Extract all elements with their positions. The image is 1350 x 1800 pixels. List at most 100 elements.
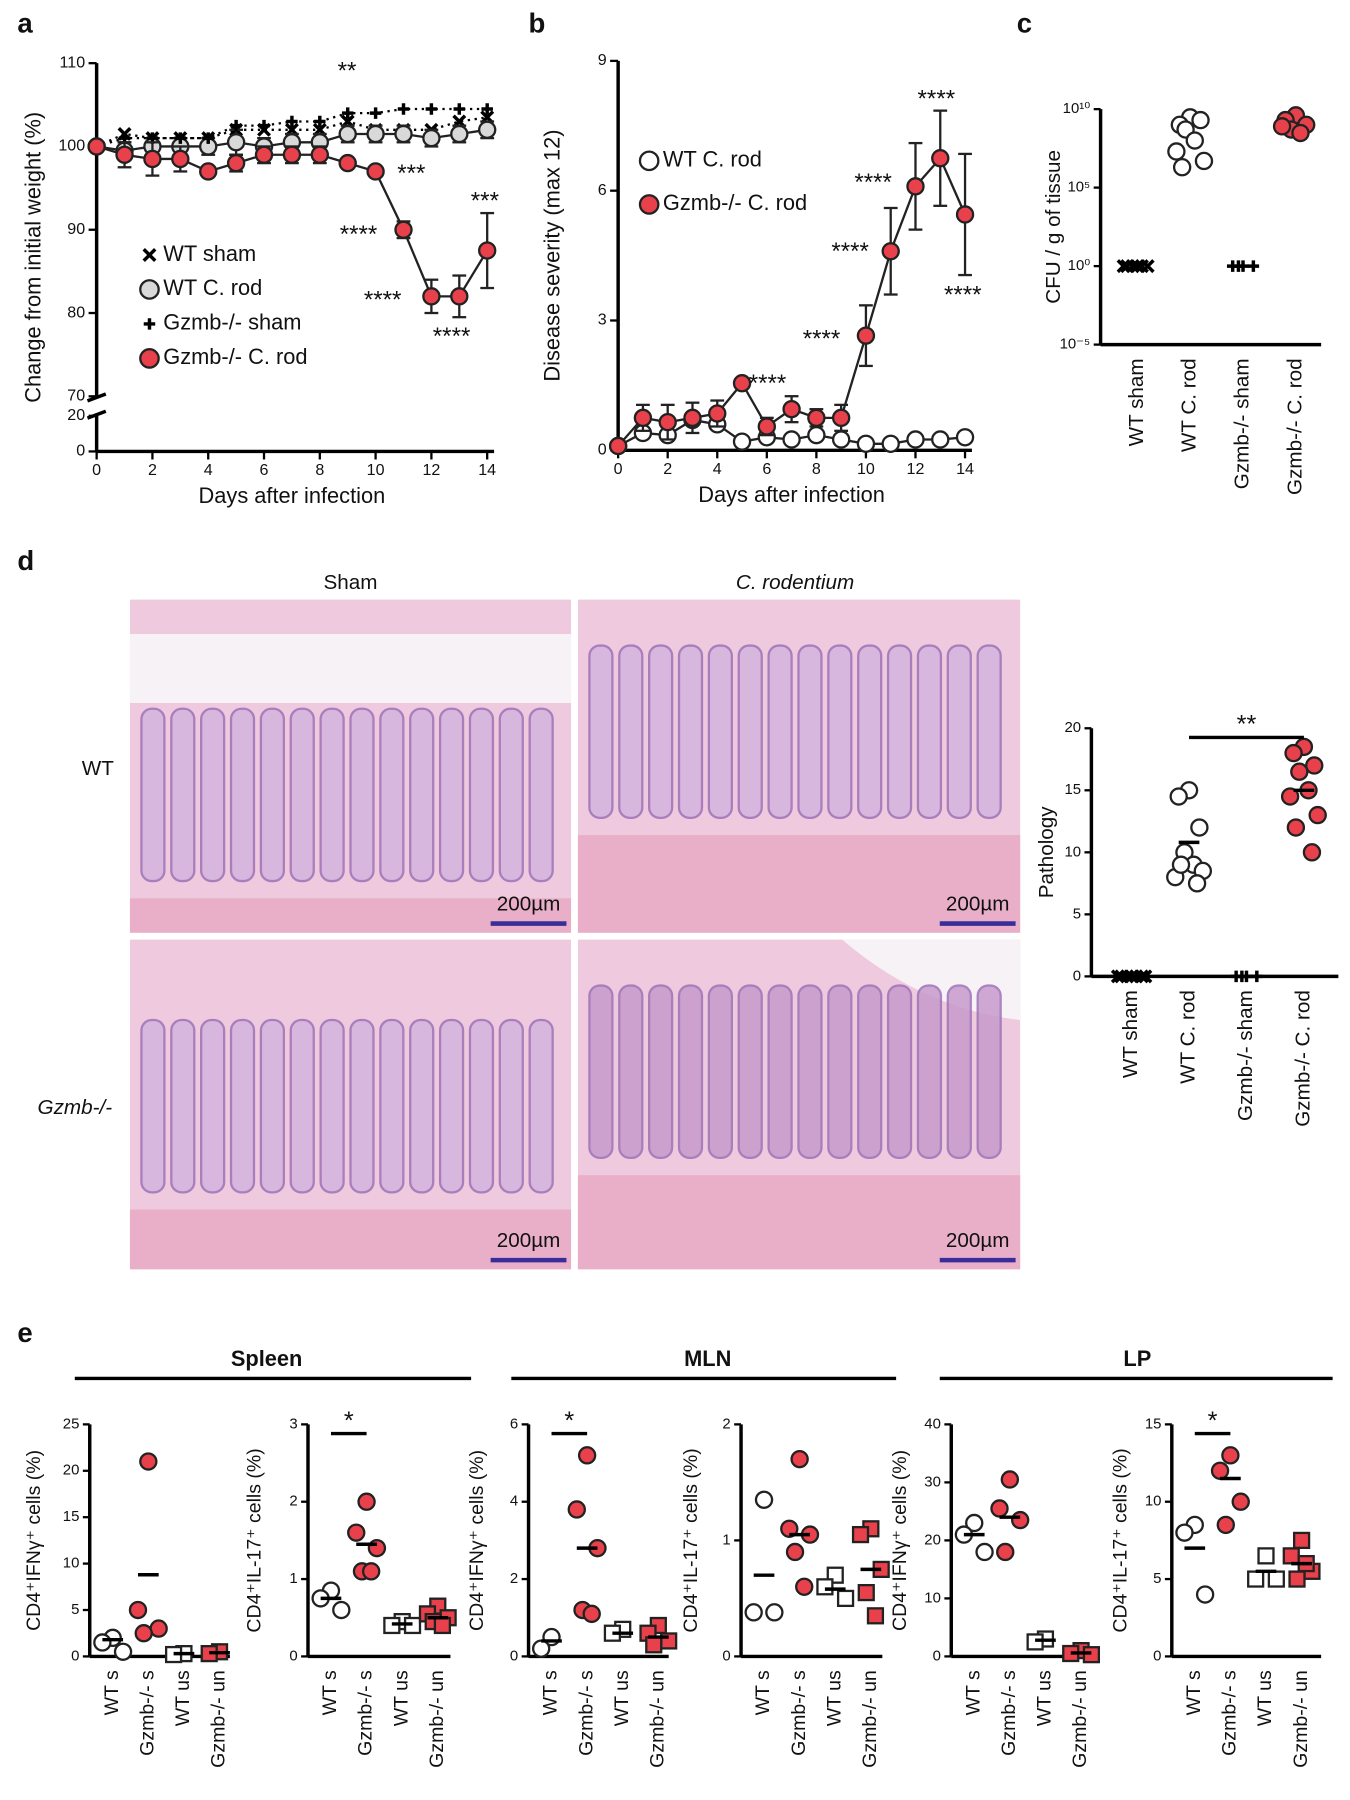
data-point [1221,1446,1240,1465]
panel-label: a [17,8,33,39]
significance-label: **** [364,286,402,313]
panel-label: c [1017,8,1032,39]
data-point [866,1607,885,1625]
crypt [140,707,166,883]
significance-label: *** [471,188,499,215]
crypt [946,984,972,1160]
y-tick-label: 10 [63,1555,80,1572]
data-point [450,124,469,144]
data-point [1247,1570,1265,1588]
data-point [1267,1570,1285,1588]
significance-label: * [564,1407,574,1435]
column-label: Sham [324,571,378,594]
legend-marker [142,248,157,262]
data-point [881,434,900,453]
data-point [732,432,752,451]
y-tick-label: 20 [1064,719,1081,736]
y-tick-label: 1 [289,1570,297,1587]
crypt [767,644,793,820]
data-point [633,408,653,428]
data-point [347,1523,366,1542]
data-point [795,1577,814,1596]
data-point [1082,1646,1101,1664]
series-line [96,116,488,148]
x-tick-label: 12 [907,460,925,478]
legend-marker [143,318,156,330]
x-tick-label: Gzmb-/- un [1069,1670,1091,1768]
data-point [1172,158,1192,177]
y-tick-label: 20 [924,1531,941,1548]
crypt [140,1018,166,1194]
data-point [831,430,851,449]
data-point [831,408,851,428]
y-tick-label: 10⁻⁵ [1060,336,1091,353]
y-tick-label: 0 [598,441,607,459]
crypt [797,644,823,820]
scale-bar-label: 200µm [946,893,1010,916]
data-point [1216,1515,1235,1535]
data-point [1284,743,1303,763]
y-tick-label: 25 [63,1415,80,1432]
y-axis-label: CD4⁺IFNγ⁺ cells (%) [23,1450,45,1631]
significance-label: **** [433,323,471,350]
data-point [975,1542,994,1562]
significance-label: **** [918,85,956,112]
crypt [648,984,674,1160]
y-tick-label: 100 [58,137,85,155]
muscle-layer [129,898,572,933]
y-axis-label: Disease severity (max 12) [540,130,565,382]
legend-marker [638,194,660,215]
data-point [314,115,326,128]
data-point [1210,1461,1230,1480]
crypt [707,644,734,820]
data-point [366,162,385,181]
y-axis-label: CD4⁺IFNγ⁺ cells (%) [889,1450,911,1631]
significance-label: **** [749,370,787,397]
data-point [645,1636,663,1654]
muscle-layer [577,1175,1021,1270]
data-point [996,1542,1015,1562]
x-tick-label: 10 [857,460,875,478]
x-tick-label: 2 [663,460,672,478]
x-tick-label: Gzmb-/- s [355,1670,377,1756]
significance-label: * [1208,1407,1218,1435]
y-tick-label: 5 [71,1601,79,1618]
data-point [836,1589,855,1608]
data-point [341,107,354,119]
crypt [528,1018,554,1194]
y-tick-label: 0 [1073,967,1081,984]
x-tick-label: 4 [204,461,213,479]
data-point [1195,1585,1215,1604]
crypt [379,707,405,883]
data-point [139,1452,158,1471]
legend-label: Gzmb-/- C. rod [163,344,307,369]
y-tick-label: 20 [63,1462,80,1479]
x-tick-label: WT us [823,1670,845,1726]
x-tick-label: WT s [319,1670,341,1715]
x-tick-label: WT sham [1119,990,1142,1078]
significance-label: **** [831,238,869,265]
data-point [965,1513,984,1533]
data-point [143,149,162,169]
histology-image: 200µm [577,599,1021,933]
y-tick-label: 10¹⁰ [1063,100,1091,117]
data-point [1305,756,1324,775]
x-tick-label: Gzmb-/- un [859,1670,881,1768]
data-point [1272,117,1292,136]
legend-label: Gzmb-/- sham [163,310,301,335]
x-tick-label: WT us [1254,1670,1276,1726]
x-tick-label: WT s [962,1670,984,1715]
data-point [397,103,410,115]
y-tick-label: 5 [1153,1570,1161,1587]
y-tick-label: 4 [510,1493,518,1510]
data-point [1231,1492,1250,1511]
crypt [468,1018,495,1194]
y-tick-label: 0 [289,1647,297,1664]
x-tick-label: 4 [713,460,722,478]
data-point [881,242,900,261]
data-point [361,1562,381,1581]
data-point [785,1542,805,1562]
x-tick-label: 0 [92,461,101,479]
y-tick-label: 6 [598,181,607,199]
y-axis-label: CD4⁺IL-17⁺ cells (%) [1109,1448,1131,1632]
